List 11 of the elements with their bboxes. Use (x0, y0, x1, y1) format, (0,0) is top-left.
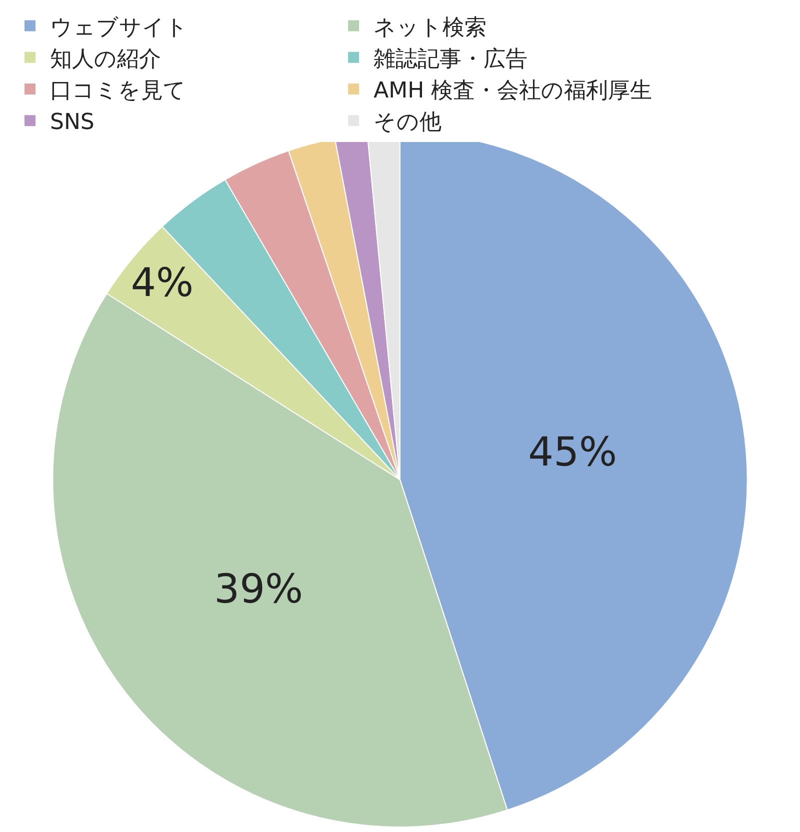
legend-label: ネット検索 (374, 15, 487, 40)
legend-label: 口コミを見て (50, 78, 186, 104)
legend-label: AMH 検査・会社の福利厚生 (374, 78, 652, 104)
legend-label: 知人の紹介 (50, 46, 161, 72)
data-label: 39% (214, 566, 304, 612)
data-label: 4% (130, 260, 194, 306)
legend-label: 雑誌記事・広告 (374, 46, 528, 72)
legend-label: SNS (50, 110, 94, 136)
data-label: 45% (528, 429, 618, 476)
legend-label: ウェブサイト (50, 15, 188, 40)
legend-label: その他 (374, 110, 442, 136)
